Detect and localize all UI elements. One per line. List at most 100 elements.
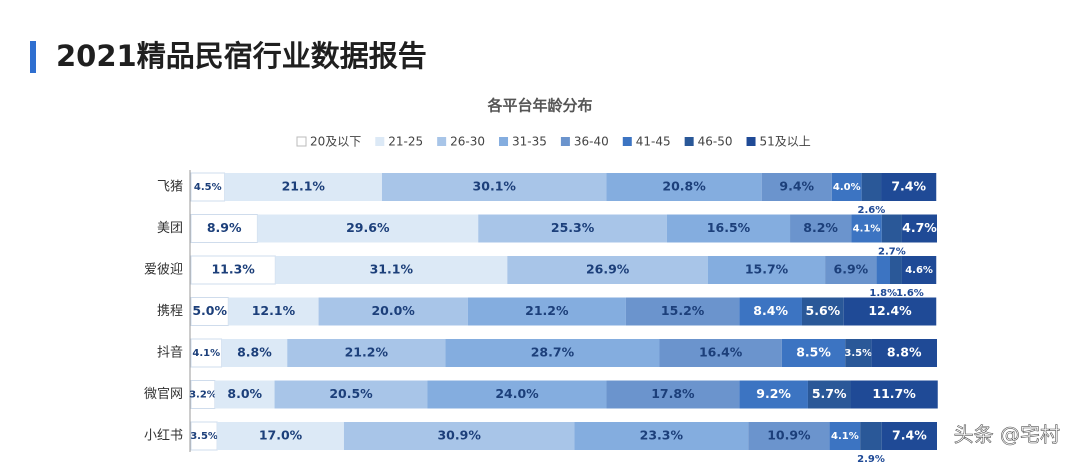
value-label: 11.3% [211, 262, 255, 277]
value-label: 2.6% [857, 205, 885, 216]
value-label: 12.4% [868, 303, 912, 318]
value-label: 10.9% [767, 428, 811, 443]
y-tick-label: 美团 [157, 221, 183, 236]
legend-label: 41-45 [636, 135, 671, 149]
bar-segment [876, 256, 891, 284]
bar-segment [343, 422, 575, 450]
value-label: 30.1% [473, 179, 517, 194]
bar-segment [748, 422, 830, 450]
bar-segment [861, 173, 882, 201]
bar-segment [445, 339, 660, 367]
legend-label: 31-35 [512, 135, 547, 149]
legend-label: 21-25 [388, 135, 423, 149]
value-label: 26.9% [586, 262, 630, 277]
value-label: 4.5% [194, 182, 222, 193]
legend-swatch [375, 137, 385, 146]
y-tick-label: 微官网 [144, 386, 183, 402]
bar-segment [257, 214, 479, 243]
value-label: 21.2% [525, 303, 569, 318]
value-label: 11.7% [872, 386, 916, 401]
value-label: 7.4% [892, 428, 927, 443]
value-label: 12.1% [252, 303, 296, 318]
value-label: 4.1% [192, 348, 220, 359]
title-accent [30, 41, 36, 73]
value-label: 3.2% [189, 390, 217, 401]
bar-segment [507, 256, 708, 284]
value-label: 8.9% [207, 220, 242, 235]
value-label: 4.6% [905, 265, 933, 276]
bar-segment [190, 297, 229, 326]
value-label: 8.8% [237, 345, 272, 360]
value-label: 3.5% [844, 348, 872, 359]
watermark: 头条 @宅村 [954, 423, 1060, 447]
value-label: 15.7% [745, 262, 789, 277]
bar-segment [901, 214, 937, 243]
legend-label: 36-40 [574, 135, 609, 149]
value-label: 31.1% [370, 262, 414, 277]
bar-segment [790, 214, 852, 243]
bar-segment [666, 214, 791, 243]
bar-segment [190, 214, 258, 243]
bar-segment [761, 173, 832, 201]
value-label: 17.0% [259, 428, 303, 443]
bar-segment [190, 338, 223, 368]
legend-label: 46-50 [698, 135, 733, 149]
legend-label: 51及以上 [760, 135, 811, 149]
y-tick-label: 抖音 [157, 345, 183, 361]
bar-segment [890, 256, 902, 284]
value-label: 21.1% [282, 179, 326, 194]
bar-segment [850, 380, 938, 409]
chart-title: 各平台年龄分布 [486, 97, 592, 115]
value-label: 16.5% [707, 220, 751, 235]
bar-segment [606, 380, 740, 409]
value-label: 20.0% [371, 303, 415, 318]
bar-segment [221, 339, 288, 367]
value-label: 24.0% [495, 386, 539, 401]
bar-segment [825, 256, 877, 284]
value-label: 23.3% [640, 428, 684, 443]
value-label: 29.6% [346, 220, 390, 235]
legend-swatch [746, 137, 756, 146]
bar-segment [659, 339, 782, 367]
bar-segment [901, 256, 937, 284]
value-label: 5.7% [812, 386, 847, 401]
bar-segment [881, 422, 937, 450]
value-label: 3.5% [190, 431, 218, 442]
value-label: 15.2% [661, 303, 705, 318]
bar-segment [381, 173, 607, 201]
value-label: 21.2% [345, 345, 389, 360]
value-label: 7.4% [891, 179, 926, 194]
bar-segment [707, 256, 826, 284]
value-label: 4.7% [902, 220, 937, 235]
value-label: 4.1% [831, 431, 859, 442]
value-label: 8.8% [887, 345, 922, 360]
legend-swatch [684, 137, 694, 146]
bar-segment [625, 297, 740, 326]
bar-segment [860, 422, 882, 450]
bar-segment [228, 297, 319, 326]
bar-segment [881, 214, 902, 243]
y-tick-label: 爱彼迎 [144, 263, 183, 278]
bar-segment [829, 422, 861, 450]
legend-swatch [622, 137, 632, 146]
legend-label: 26-30 [450, 135, 485, 149]
page-title: 2021精品民宿行业数据报告 [56, 39, 427, 73]
value-label: 8.4% [753, 303, 788, 318]
legend-label: 20及以下 [310, 135, 361, 149]
bar-segment [190, 172, 226, 202]
bar-segment [845, 339, 872, 367]
bar-segment [275, 256, 508, 284]
value-label: 8.5% [796, 345, 831, 360]
legend-swatch [437, 137, 447, 146]
value-label: 8.0% [227, 386, 262, 401]
bar-segment [871, 339, 937, 367]
value-label: 17.8% [651, 386, 695, 401]
y-tick-label: 飞猪 [157, 180, 183, 195]
bar-segment [807, 380, 851, 409]
value-label: 16.4% [699, 345, 743, 360]
value-label: 2.9% [857, 454, 885, 465]
bar-segment [881, 173, 937, 201]
bar-segment [739, 297, 802, 326]
bar-segment [739, 380, 808, 409]
value-label: 9.2% [756, 386, 791, 401]
